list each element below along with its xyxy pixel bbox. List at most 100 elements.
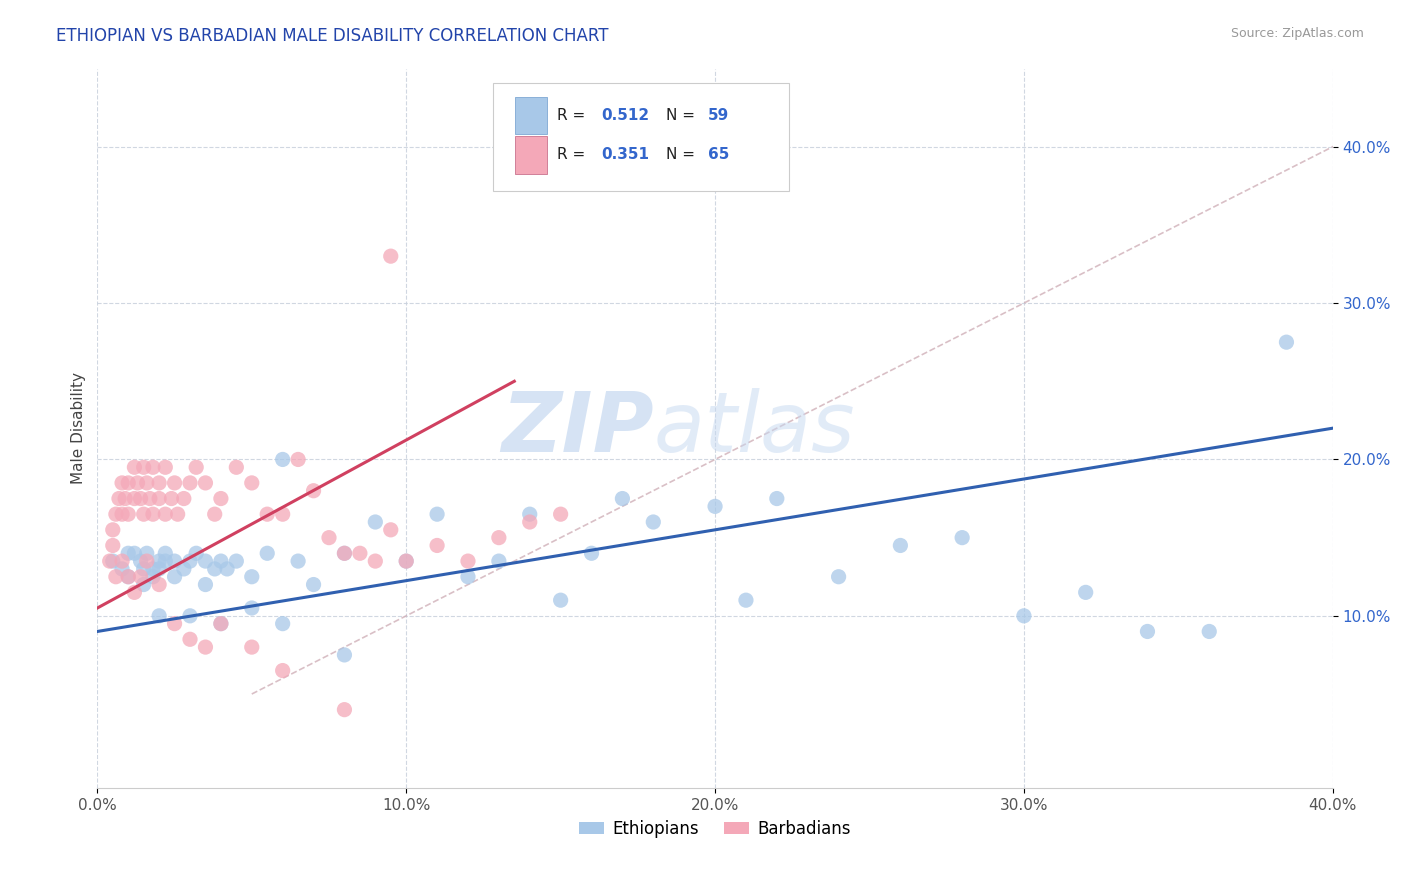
Point <box>155 507 177 521</box>
Text: atlas: atlas <box>654 388 855 468</box>
Point <box>302 483 325 498</box>
Point <box>148 475 170 490</box>
Point <box>364 554 387 568</box>
Point <box>612 491 634 506</box>
Point <box>160 491 183 506</box>
Point <box>179 554 201 568</box>
Point <box>333 648 356 662</box>
Point <box>148 608 170 623</box>
Point <box>132 460 155 475</box>
Legend: Ethiopians, Barbadians: Ethiopians, Barbadians <box>572 813 858 844</box>
Point <box>1074 585 1097 599</box>
Point <box>457 570 479 584</box>
Point <box>111 475 134 490</box>
Point <box>240 640 263 654</box>
Point <box>114 491 136 506</box>
FancyBboxPatch shape <box>492 83 789 191</box>
Point <box>209 616 232 631</box>
Point <box>333 703 356 717</box>
Point <box>209 554 232 568</box>
Point <box>163 570 186 584</box>
Point <box>135 546 157 560</box>
Point <box>827 570 849 584</box>
Text: R =: R = <box>557 108 591 123</box>
Point <box>101 523 124 537</box>
Point <box>240 475 263 490</box>
Point <box>271 616 294 631</box>
Point <box>111 562 134 576</box>
Point <box>148 577 170 591</box>
Point <box>194 475 217 490</box>
FancyBboxPatch shape <box>515 96 547 134</box>
Point <box>111 554 134 568</box>
Point <box>129 554 152 568</box>
Point <box>117 475 139 490</box>
Point <box>550 593 572 607</box>
Point <box>380 249 402 263</box>
Point <box>139 491 162 506</box>
Point <box>643 515 665 529</box>
Point <box>166 507 188 521</box>
Point <box>766 491 789 506</box>
Point <box>519 515 541 529</box>
Point <box>104 570 127 584</box>
Point <box>155 460 177 475</box>
Point <box>179 475 201 490</box>
Point <box>333 546 356 560</box>
Point <box>204 507 226 521</box>
Point <box>333 546 356 560</box>
Point <box>104 507 127 521</box>
Point <box>488 531 510 545</box>
Point <box>256 507 278 521</box>
Point <box>364 515 387 529</box>
Point <box>735 593 758 607</box>
Text: R =: R = <box>557 147 591 162</box>
Point <box>271 452 294 467</box>
Point <box>173 491 195 506</box>
Point <box>163 475 186 490</box>
Point <box>287 452 309 467</box>
Point <box>129 491 152 506</box>
Point <box>395 554 418 568</box>
Point <box>1198 624 1220 639</box>
Point <box>132 577 155 591</box>
Point <box>129 570 152 584</box>
Point <box>101 539 124 553</box>
Point <box>142 562 165 576</box>
Point <box>155 546 177 560</box>
Point <box>124 546 146 560</box>
Point <box>124 585 146 599</box>
Text: N =: N = <box>665 147 700 162</box>
Point <box>1012 608 1035 623</box>
Text: ZIP: ZIP <box>501 388 654 468</box>
Point <box>132 562 155 576</box>
Point <box>194 554 217 568</box>
Point <box>519 507 541 521</box>
Text: 0.512: 0.512 <box>602 108 650 123</box>
Text: 59: 59 <box>707 108 728 123</box>
Point <box>704 500 727 514</box>
Point <box>488 554 510 568</box>
Point <box>163 554 186 568</box>
Point <box>256 546 278 560</box>
Point <box>194 577 217 591</box>
Text: ETHIOPIAN VS BARBADIAN MALE DISABILITY CORRELATION CHART: ETHIOPIAN VS BARBADIAN MALE DISABILITY C… <box>56 27 609 45</box>
Point <box>98 554 121 568</box>
Point <box>318 531 340 545</box>
Point <box>950 531 973 545</box>
Point <box>117 546 139 560</box>
Point <box>127 475 149 490</box>
Text: Source: ZipAtlas.com: Source: ZipAtlas.com <box>1230 27 1364 40</box>
Point <box>889 539 911 553</box>
FancyBboxPatch shape <box>515 136 547 174</box>
Point <box>204 562 226 576</box>
Point <box>426 539 449 553</box>
Point <box>186 546 208 560</box>
Point <box>163 616 186 631</box>
Point <box>380 523 402 537</box>
Point <box>240 570 263 584</box>
Point <box>217 562 239 576</box>
Point <box>148 554 170 568</box>
Text: 0.351: 0.351 <box>602 147 650 162</box>
Point <box>111 507 134 521</box>
